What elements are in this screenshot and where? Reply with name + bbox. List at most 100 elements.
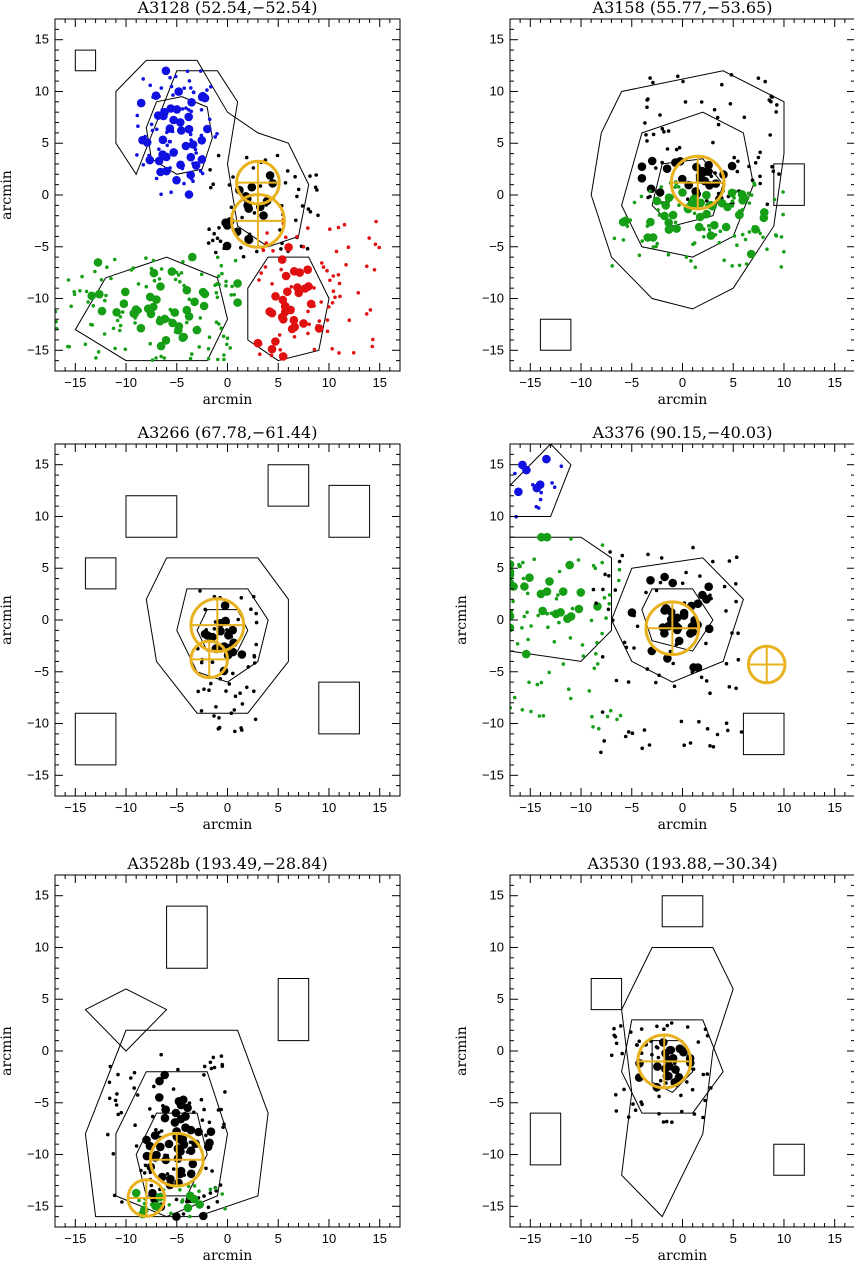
green-member-point — [515, 642, 520, 646]
green-bright-member — [168, 318, 177, 328]
black-member-point — [279, 247, 283, 251]
y-tick-label: −5 — [489, 239, 504, 254]
blue-member-point — [148, 83, 152, 88]
x-tick-label: 5 — [275, 800, 282, 815]
black-member-point — [770, 95, 774, 99]
black-member-point — [199, 1097, 204, 1102]
green-member-point — [605, 714, 610, 719]
black-member-point — [758, 174, 762, 179]
y-tick-label: −15 — [482, 1198, 504, 1213]
green-member-point — [78, 289, 82, 293]
x-tick-label: 15 — [827, 1231, 841, 1246]
black-member-point — [736, 159, 740, 164]
black-member-point — [660, 160, 664, 165]
black-member-point — [632, 646, 636, 650]
blue-member-point — [169, 84, 174, 89]
green-member-point — [607, 593, 612, 597]
green-member-point — [527, 680, 531, 685]
x-tick-label: 10 — [322, 800, 336, 815]
black-member-point — [232, 708, 237, 712]
green-member-point — [707, 227, 712, 232]
red-member-point — [351, 351, 356, 355]
green-member-point — [648, 189, 652, 194]
plot-frame — [509, 443, 854, 797]
y-tick-label: 0 — [42, 1043, 49, 1058]
x-ray-centre-marker — [189, 639, 229, 680]
black-member-point — [658, 113, 662, 117]
black-member-point — [620, 1051, 624, 1056]
black-member-point — [252, 211, 257, 215]
panel-a3530: A3530 (193.88,−30.34) −15 −10 −5 0 5 10 15 −15 −1… — [454, 854, 854, 1264]
blue-member-point — [191, 90, 196, 95]
green-member-point — [779, 235, 784, 239]
black-bright-member — [222, 241, 232, 251]
blue-member-point — [180, 107, 185, 111]
blue-member-point — [149, 122, 154, 127]
black-member-point — [644, 133, 648, 137]
green-member-point — [554, 596, 559, 601]
black-member-point — [316, 213, 320, 218]
black-member-point — [654, 680, 658, 685]
black-member-point — [148, 1170, 153, 1175]
green-bright-member — [95, 289, 104, 299]
black-member-point — [699, 675, 704, 680]
x-axis-label: arcmin — [658, 392, 708, 408]
black-member-point — [758, 150, 762, 155]
black-bright-member — [705, 624, 714, 634]
green-member-point — [214, 291, 219, 295]
black-member-point — [608, 550, 612, 554]
black-bright-member — [237, 650, 247, 659]
green-bright-member — [93, 258, 103, 267]
blue-member-point — [184, 106, 188, 110]
black-member-point — [206, 241, 211, 245]
green-member-point — [589, 618, 594, 623]
green-member-point — [133, 321, 137, 325]
green-bright-member — [760, 208, 769, 217]
black-bright-member — [653, 1062, 662, 1071]
black-member-point — [192, 1110, 196, 1115]
green-bright-member — [136, 323, 146, 333]
blue-member-point — [559, 464, 564, 469]
black-bright-member — [698, 590, 707, 600]
green-bright-member — [556, 608, 565, 617]
blue-member-point — [198, 169, 203, 173]
red-member-point — [306, 309, 310, 314]
green-member-point — [188, 356, 193, 361]
red-bright-member — [299, 319, 308, 328]
blue-member-point — [169, 190, 173, 194]
contour-line — [84, 1029, 269, 1218]
x-tick-label: 5 — [730, 800, 737, 815]
black-member-point — [645, 105, 649, 109]
green-member-point — [684, 255, 689, 259]
black-member-point — [644, 590, 648, 595]
blue-member-point — [159, 86, 164, 90]
green-member-point — [659, 185, 664, 189]
black-member-point — [208, 1060, 213, 1065]
black-member-point — [214, 250, 218, 255]
blue-member-point — [189, 109, 194, 114]
green-member-point — [225, 342, 229, 347]
contour-line — [84, 988, 168, 1052]
green-member-point — [173, 277, 178, 282]
green-member-point — [80, 274, 84, 279]
green-member-point — [206, 357, 211, 361]
blue-member-point — [168, 75, 172, 80]
black-member-point — [704, 641, 708, 646]
y-tick-label: 15 — [490, 888, 504, 903]
green-bright-member — [179, 332, 188, 342]
red-member-point — [306, 226, 310, 230]
blue-member-point — [155, 127, 159, 132]
red-member-point — [278, 348, 283, 352]
black-member-point — [713, 171, 717, 175]
y-tick-label: 5 — [42, 135, 49, 150]
green-bright-member — [710, 220, 719, 230]
black-member-point — [742, 115, 747, 120]
black-member-point — [240, 728, 244, 732]
black-member-point — [724, 721, 729, 725]
black-member-point — [211, 1055, 216, 1060]
black-member-point — [208, 168, 212, 172]
red-member-point — [331, 274, 336, 278]
black-member-point — [657, 673, 661, 678]
red-member-point — [344, 263, 348, 267]
black-member-point — [246, 665, 251, 669]
